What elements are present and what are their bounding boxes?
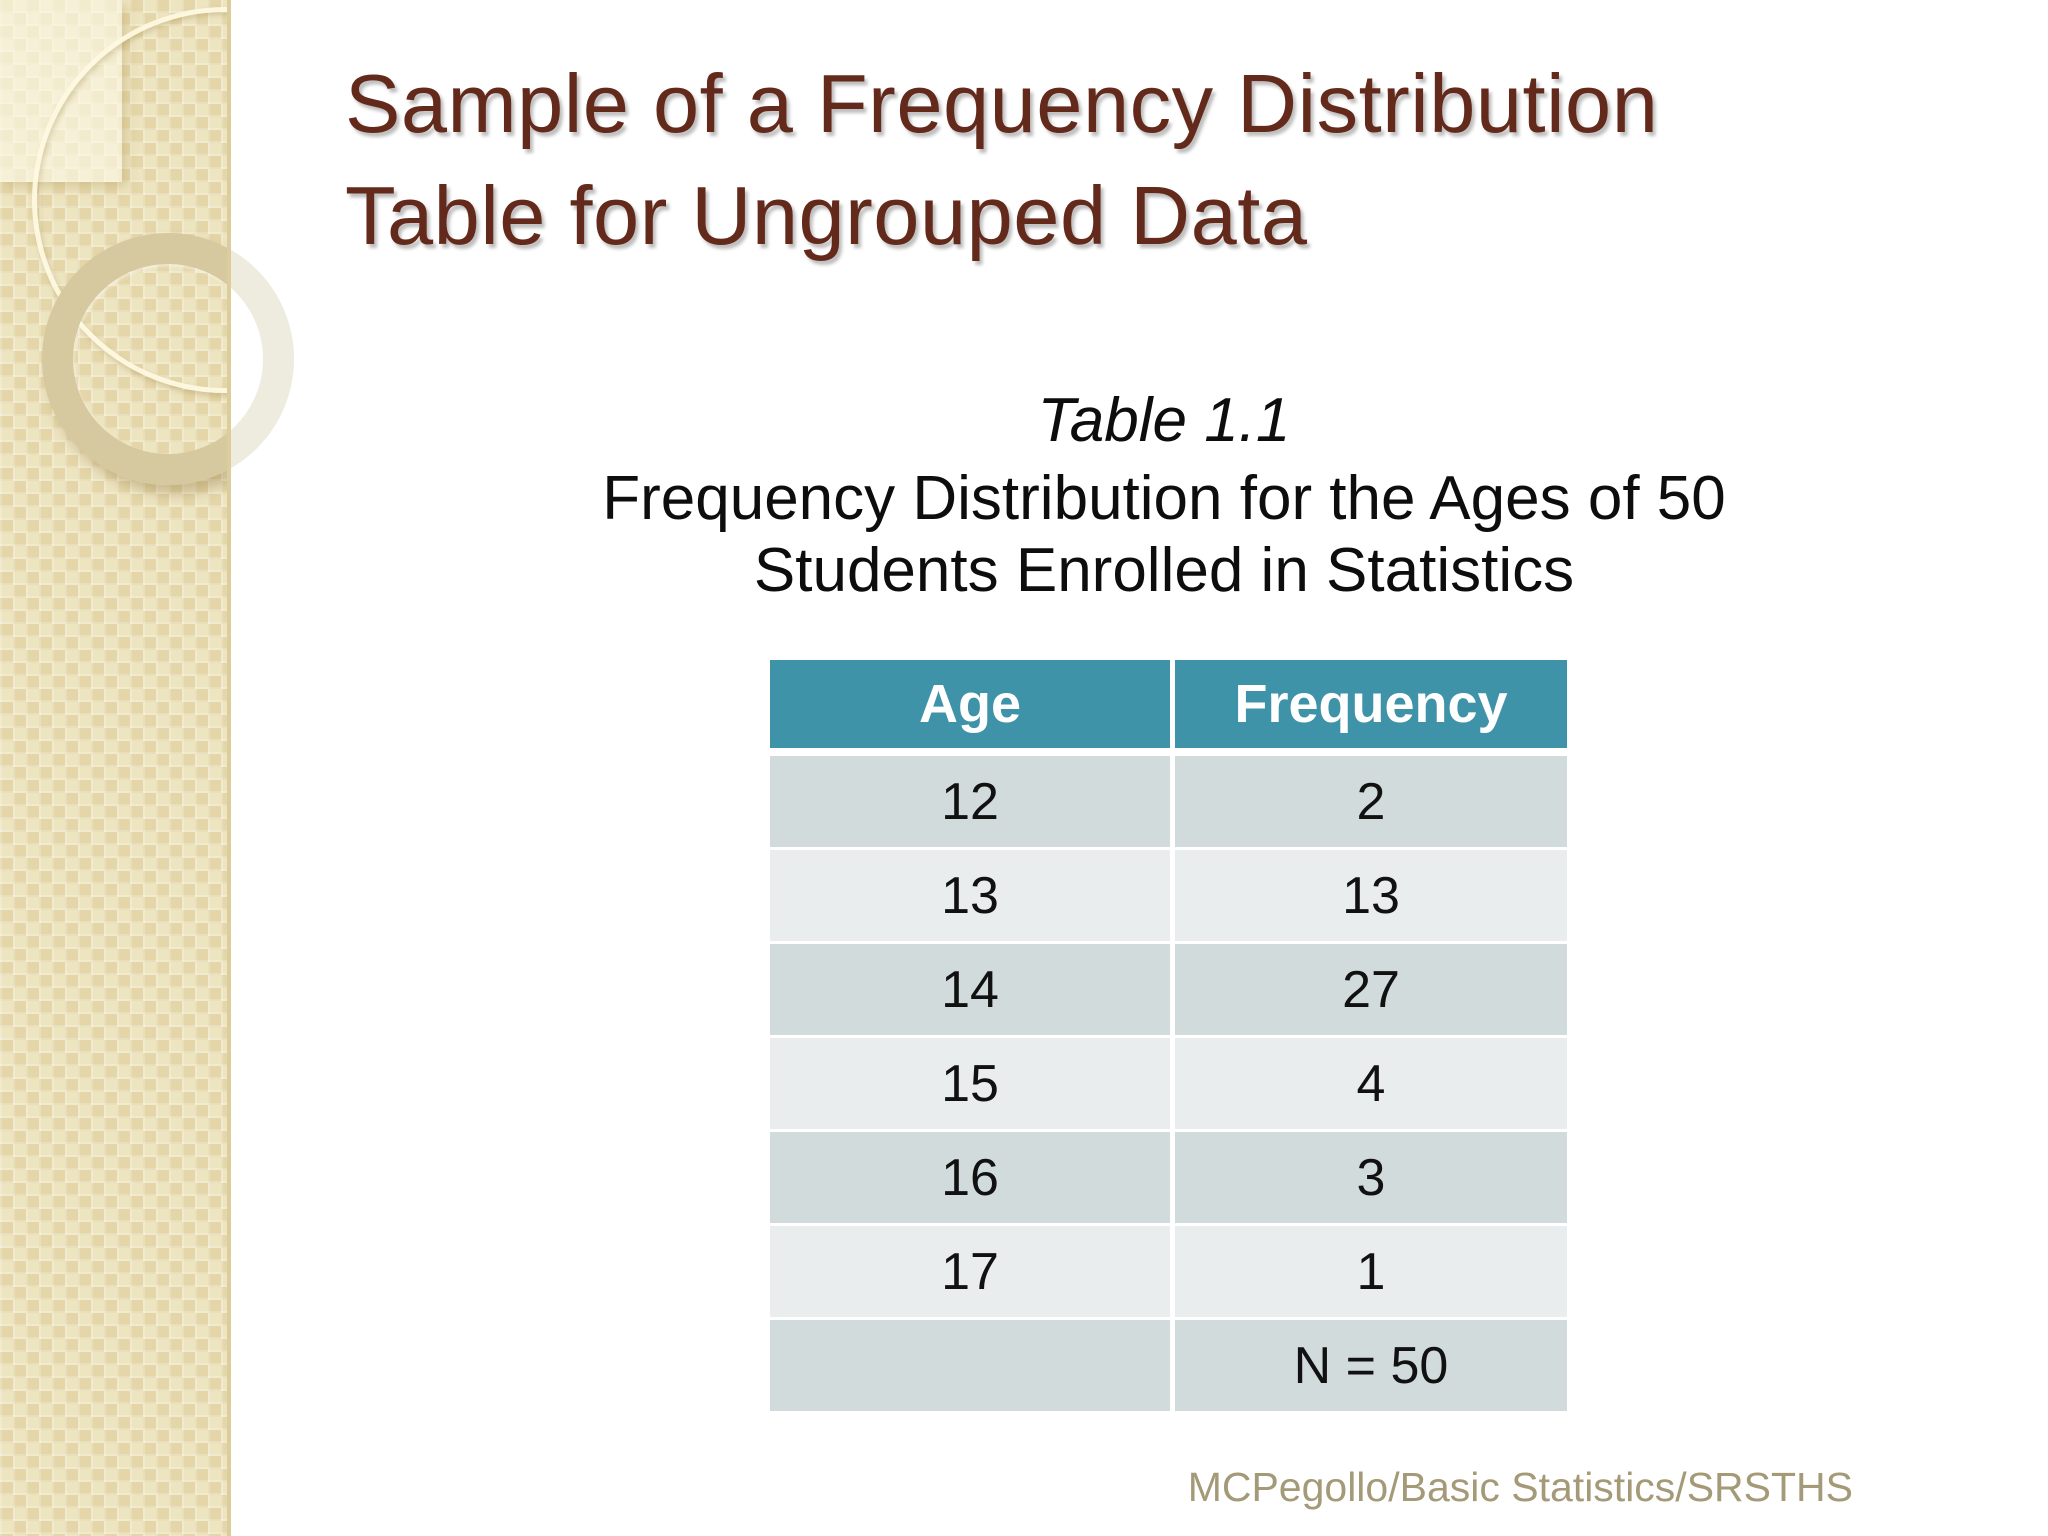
table-cell-r2-c0: 14 [770, 944, 1170, 1035]
table-subtitle-line2: Students Enrolled in Statistics [753, 535, 1575, 605]
table-cell-r6-c0 [770, 1320, 1170, 1411]
table-cell-r2-c1: 27 [1175, 944, 1567, 1035]
table-cell-r1-c0: 13 [770, 850, 1170, 941]
table-caption: Table 1.1 [1037, 386, 1291, 455]
table-cell-r4-c1: 3 [1175, 1132, 1567, 1223]
footer-credit: MCPegollo/Basic Statistics/SRSTHS [1187, 1464, 1853, 1510]
decorative-sidebar [0, 0, 231, 1536]
table-cell-r5-c1: 1 [1175, 1226, 1567, 1317]
column-header-frequency: Frequency [1175, 660, 1567, 748]
slide-title-line1: Sample of a Frequency Distribution [345, 57, 1659, 150]
column-header-age: Age [770, 660, 1170, 748]
frequency-table: Age Frequency 12 2 13 13 14 27 15 4 16 3 17 1 N = 50 [770, 660, 1567, 1411]
table-cell-r6-c1: N = 50 [1175, 1320, 1567, 1411]
frequency-table-body: 12 2 13 13 14 27 15 4 16 3 17 1 N = 50 [770, 756, 1567, 1411]
table-cell-r5-c0: 17 [770, 1226, 1170, 1317]
slide-title-line2: Table for Ungrouped Data [345, 169, 1308, 263]
table-subtitle-line1: Frequency Distribution for the Ages of 5… [602, 464, 1726, 533]
table-cell-r3-c1: 4 [1175, 1038, 1567, 1129]
table-subtitle: Frequency Distribution for the Ages of 5… [280, 463, 2048, 607]
table-cell-r3-c0: 15 [770, 1038, 1170, 1129]
frequency-table-header: Age Frequency [770, 660, 1567, 748]
slide-title: Sample of a Frequency Distribution Table… [345, 48, 1995, 272]
table-cell-r1-c1: 13 [1175, 850, 1567, 941]
table-cell-r0-c0: 12 [770, 756, 1170, 847]
table-cell-r0-c1: 2 [1175, 756, 1567, 847]
table-cell-r4-c0: 16 [770, 1132, 1170, 1223]
